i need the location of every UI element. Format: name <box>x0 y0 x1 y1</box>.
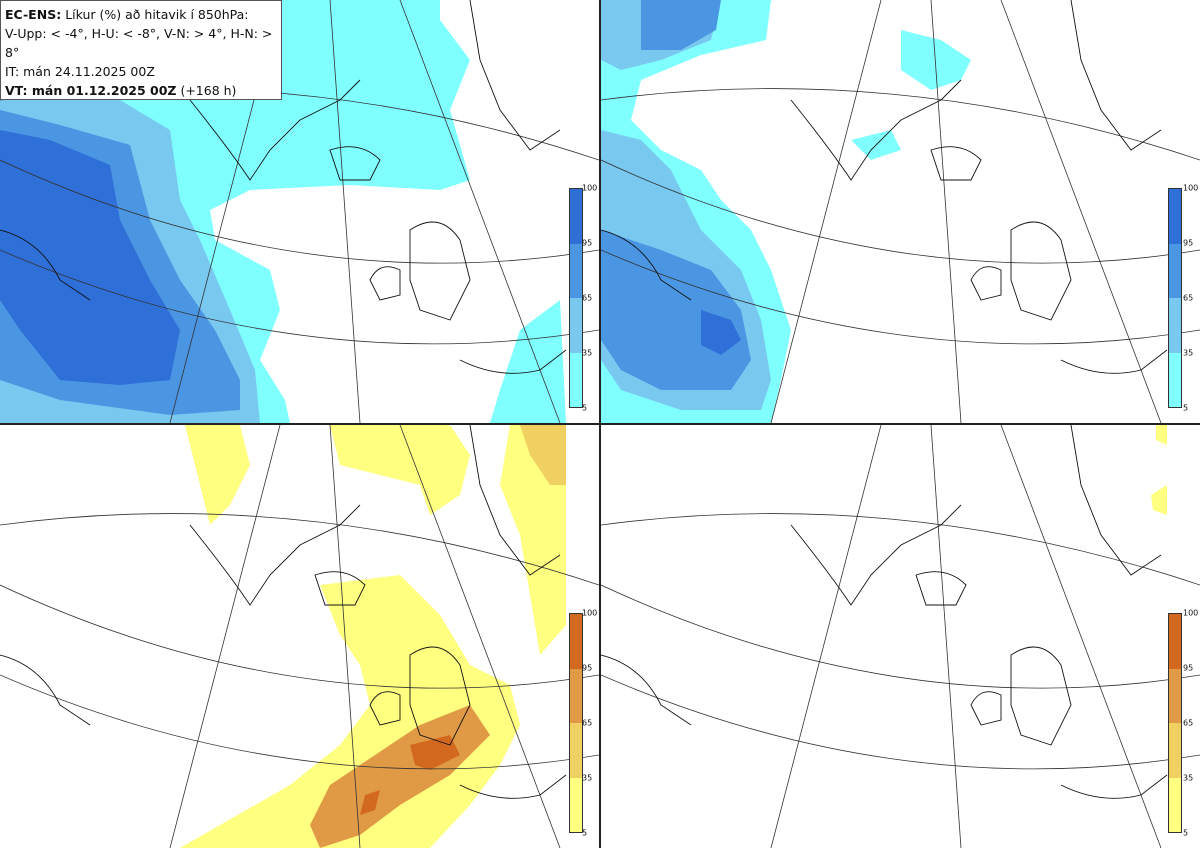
valid-time: VT: mán 01.12.2025 00Z <box>5 83 177 98</box>
colorbar-cold-top-right <box>1168 188 1182 408</box>
probability-map-cold-minus8 <box>601 0 1200 423</box>
threshold-legend: V-Upp: < -4°, H-U: < -8°, V-N: > 4°, H-N… <box>5 26 273 60</box>
model-name: EC-ENS: <box>5 7 62 22</box>
chart-title: Líkur (%) að hitavik í 850hPa: <box>65 7 249 22</box>
probability-map-warm-plus8 <box>601 425 1200 848</box>
panel-bottom-right: 100 95 65 35 5 <box>601 425 1200 848</box>
info-box: EC-ENS: Líkur (%) að hitavik í 850hPa: V… <box>0 0 282 100</box>
colorbar-warm-bottom-right <box>1168 613 1182 833</box>
panel-top-left: EC-ENS: Líkur (%) að hitavik í 850hPa: V… <box>0 0 599 423</box>
panel-top-right: 100 95 65 35 5 <box>601 0 1200 423</box>
colorbar-cold-top-left <box>569 188 583 408</box>
probability-map-cold-minus4 <box>0 0 599 423</box>
init-time: IT: mán 24.11.2025 00Z <box>5 64 155 79</box>
panel-divider-horizontal <box>0 423 1200 425</box>
panel-bottom-left: 100 95 65 35 5 <box>0 425 599 848</box>
colorbar-warm-bottom-left <box>569 613 583 833</box>
lead-time: (+168 h) <box>180 83 237 98</box>
probability-map-warm-plus4 <box>0 425 599 848</box>
